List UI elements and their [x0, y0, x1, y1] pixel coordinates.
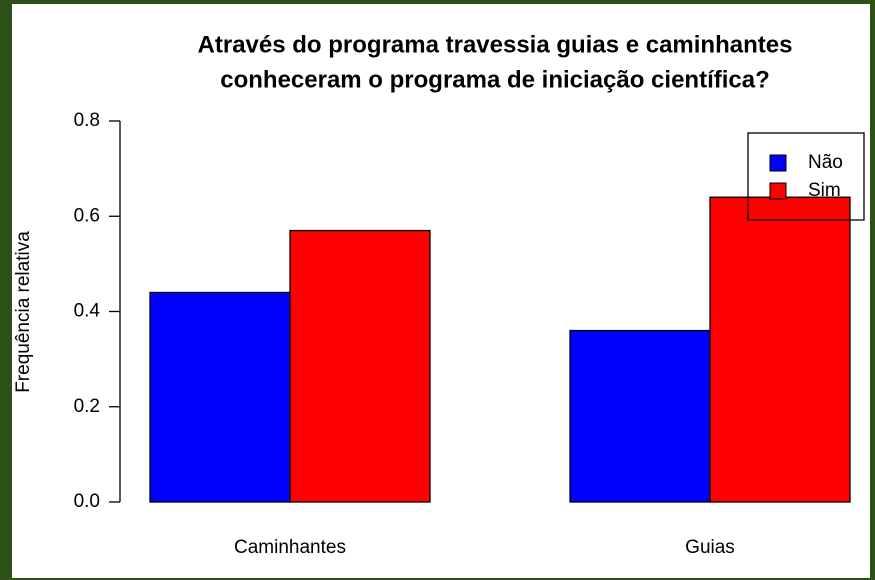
legend-box — [747, 132, 865, 221]
bar — [289, 229, 431, 503]
y-tick-label: 0.0 — [74, 491, 100, 512]
y-tick-label: 0.6 — [74, 205, 100, 226]
bar — [709, 196, 851, 503]
x-tick-label: Caminhantes — [234, 537, 346, 558]
y-tick-label: 0.2 — [74, 396, 100, 417]
x-tick-label: Guias — [685, 537, 735, 558]
legend-swatch — [769, 154, 787, 172]
legend-label: Sim — [808, 180, 841, 201]
legend-swatch — [769, 182, 787, 200]
y-tick-label: 0.4 — [74, 301, 101, 322]
y-tick-label: 0.8 — [74, 110, 100, 131]
legend-label: Não — [808, 152, 843, 173]
bar — [149, 291, 291, 503]
chart-title: conheceram o programa de iniciação cient… — [220, 66, 770, 93]
bar — [569, 329, 711, 503]
y-axis-label: Frequência relativa — [13, 231, 34, 393]
chart-title: Através do programa travessia guias e ca… — [198, 31, 793, 58]
